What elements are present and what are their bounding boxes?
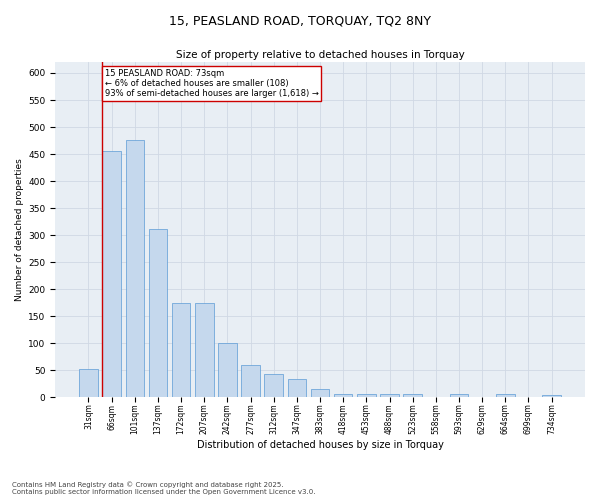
Y-axis label: Number of detached properties: Number of detached properties: [15, 158, 24, 301]
Bar: [311, 388, 329, 398]
Bar: [265, 374, 283, 398]
X-axis label: Distribution of detached houses by size in Torquay: Distribution of detached houses by size …: [197, 440, 443, 450]
Bar: [195, 304, 214, 398]
Bar: [125, 140, 144, 398]
Bar: [79, 368, 98, 398]
Bar: [149, 229, 167, 398]
Bar: [287, 380, 306, 398]
Text: Contains HM Land Registry data © Crown copyright and database right 2025.
Contai: Contains HM Land Registry data © Crown c…: [12, 482, 316, 495]
Title: Size of property relative to detached houses in Torquay: Size of property relative to detached ho…: [176, 50, 464, 60]
Text: 15, PEASLAND ROAD, TORQUAY, TQ2 8NY: 15, PEASLAND ROAD, TORQUAY, TQ2 8NY: [169, 15, 431, 28]
Bar: [542, 394, 561, 398]
Bar: [334, 394, 352, 398]
Bar: [357, 394, 376, 398]
Bar: [380, 394, 399, 398]
Bar: [103, 151, 121, 398]
Bar: [496, 394, 515, 398]
Bar: [450, 394, 468, 398]
Bar: [403, 394, 422, 398]
Bar: [241, 365, 260, 398]
Bar: [218, 344, 236, 398]
Text: 15 PEASLAND ROAD: 73sqm
← 6% of detached houses are smaller (108)
93% of semi-de: 15 PEASLAND ROAD: 73sqm ← 6% of detached…: [104, 68, 319, 98]
Bar: [172, 304, 190, 398]
